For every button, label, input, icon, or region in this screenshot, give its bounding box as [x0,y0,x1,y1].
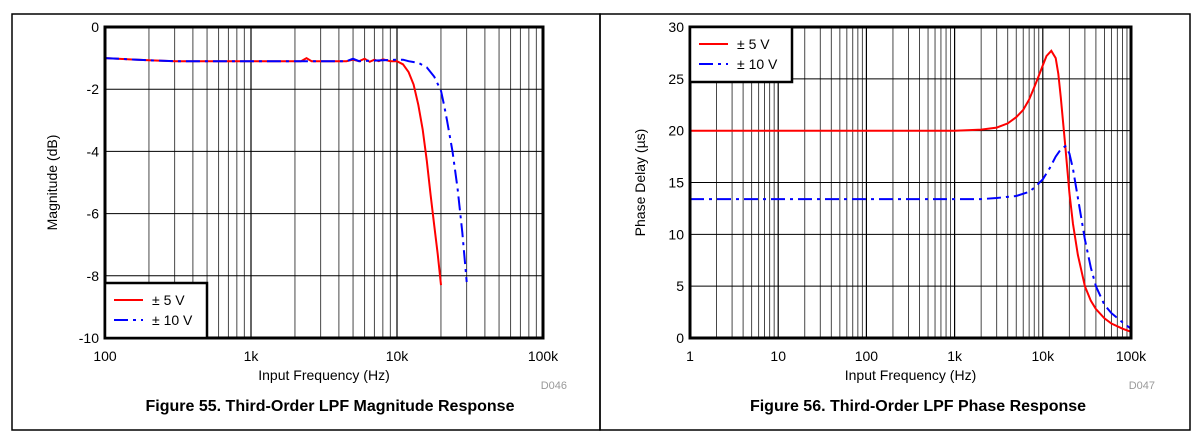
x-tick-label: 100 [855,348,879,364]
x-tick-label: 1k [947,348,963,364]
y-tick-label: -4 [87,143,100,159]
figure-code: D047 [1129,380,1155,392]
y-tick-label: -8 [87,268,100,284]
y-tick-label: 25 [668,71,684,87]
panel-border [599,13,1191,431]
chart-1: 0 -2 -4 -6 -8 -10 100 1k 10k 100k ± 5 V ± 10 V Input… [11,13,601,431]
x-tick-label: 100k [528,348,559,364]
x-tick-label: 10 [770,348,786,364]
legend-label: ± 5 V [152,292,185,308]
figure-caption: Figure 55. Third-Order LPF Magnitude Res… [146,398,515,415]
y-tick-label: 30 [668,19,684,35]
y-tick-label: 5 [676,278,684,294]
x-tick-label: 10k [1032,348,1056,364]
y-axis-label: Magnitude (dB) [44,135,60,231]
legend-label: ± 5 V [737,36,770,52]
x-tick-label: 1 [686,348,694,364]
x-tick-label: 100 [93,348,117,364]
plot-frame [103,25,545,340]
legend-label: ± 10 V [152,312,193,328]
legend-label: ± 10 V [737,56,778,72]
x-tick-label: 100k [1116,348,1147,364]
series-line-2 [690,144,1132,330]
legend-box [688,25,794,84]
plot-frame [688,25,1133,340]
figure-caption: Figure 56. Third-Order LPF Phase Respons… [750,398,1086,415]
y-tick-label: -10 [79,330,99,346]
series-line-2 [104,57,468,283]
x-axis-label: Input Frequency (Hz) [258,367,390,383]
y-axis-label: Phase Delay (µs) [632,129,648,237]
y-tick-label: 0 [676,330,684,346]
y-tick-label: 20 [668,123,684,139]
x-axis-label: Input Frequency (Hz) [845,367,977,383]
x-tick-label: 1k [244,348,260,364]
figure-code: D046 [541,380,567,392]
y-tick-label: 15 [668,175,684,191]
y-tick-label: -6 [87,206,100,222]
series-line-1 [690,49,1132,333]
y-tick-label: 10 [668,226,684,242]
x-tick-label: 10k [386,348,410,364]
y-tick-label: -2 [87,81,100,97]
legend: ± 5 V ± 10 V [103,281,209,340]
y-tick-label: 0 [91,19,99,35]
legend: ± 5 V ± 10 V [688,25,794,84]
chart-2: 0 5 10 15 20 25 30 1 10 100 1k 10k 100k ± 5 V ± 10 V In… [599,13,1191,431]
legend-box [103,281,209,340]
